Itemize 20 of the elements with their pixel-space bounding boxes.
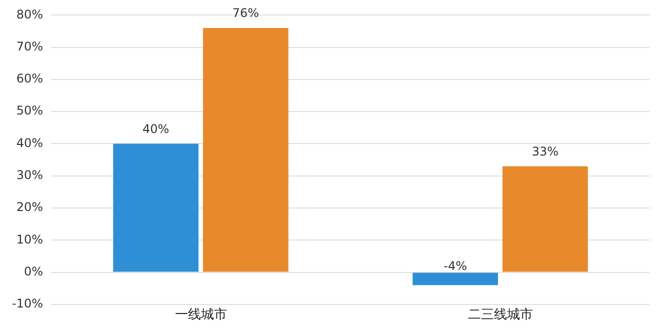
y-tick-label: 20%	[16, 200, 43, 214]
y-tick-label: 40%	[16, 136, 43, 150]
data-label: 76%	[232, 6, 260, 20]
bar	[502, 166, 588, 272]
y-tick-label: 80%	[16, 7, 43, 22]
y-tick-label: 30%	[16, 168, 43, 182]
bar	[203, 28, 288, 272]
x-tick-label: 二三线城市	[468, 308, 533, 323]
bar	[412, 272, 498, 286]
data-label: 40%	[142, 122, 170, 136]
y-tick-label: 50%	[16, 104, 43, 118]
y-tick-label: 10%	[16, 232, 43, 246]
data-label: -4%	[444, 259, 468, 274]
bar	[113, 144, 199, 272]
y-tick-label: 70%	[16, 39, 43, 54]
y-tick-label: 60%	[16, 72, 43, 86]
y-tick-label: -10%	[12, 296, 43, 311]
data-label: 33%	[532, 144, 559, 158]
x-tick-label: 一线城市	[174, 308, 227, 323]
y-tick-label: 0%	[24, 264, 43, 278]
